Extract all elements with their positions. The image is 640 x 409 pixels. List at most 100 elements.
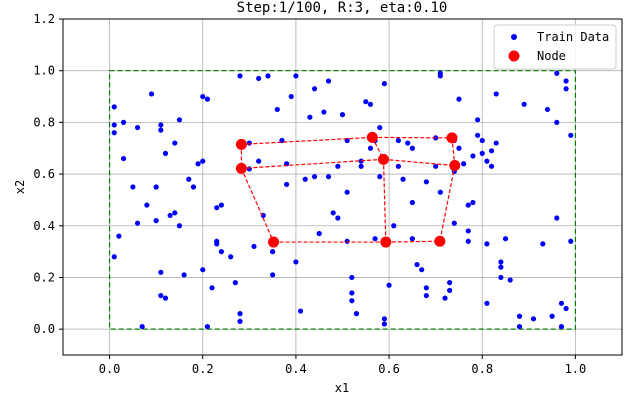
train-data-point [153,184,159,190]
node-edge [385,240,440,243]
train-data-point [344,189,350,195]
plot-frame [62,18,623,356]
train-data-point [423,292,429,299]
train-data-point [544,106,551,113]
train-data-point [120,119,127,125]
train-data-point [214,205,220,211]
x-axis-label: x1 [335,381,349,395]
node-point [377,153,389,165]
y-tick-label: 0.4 [33,219,55,233]
node-point [268,236,280,248]
train-data-point [209,285,215,291]
train-data-point [516,313,523,319]
train-data-point [377,174,383,180]
train-data-point [423,179,429,185]
train-data-point [493,91,499,97]
train-data-point [307,114,313,120]
train-data-point [158,269,164,275]
train-data-point [461,161,467,167]
x-tick-label: 0.2 [192,362,214,376]
train-data-point [200,267,206,273]
y-tick-label: 1.2 [33,12,55,26]
train-data-point [311,86,318,92]
train-data-point [409,199,415,206]
train-data-point [363,99,369,105]
train-data-point [158,122,164,128]
train-data-point [465,202,471,208]
train-data-point [237,318,243,324]
train-data-point [186,176,192,182]
data-points [111,70,574,330]
train-data-point [204,323,211,330]
train-data-point [270,272,276,278]
train-data-point [465,228,471,234]
x-tick-label: 0.6 [378,362,400,376]
train-data-point [437,73,443,79]
train-data-point [484,241,490,247]
train-data-point [474,117,481,123]
train-data-point [111,104,117,110]
y-tick-label: 1.0 [33,64,55,78]
legend-train-data-marker [511,34,517,40]
train-data-point [237,73,243,79]
train-data-point [256,75,262,82]
train-data-point [349,274,355,281]
train-data-point [400,176,406,182]
train-data-point [372,236,378,242]
train-data-point [437,189,443,195]
node-point [434,235,446,247]
train-data-point [358,158,364,164]
train-data-point [246,140,252,146]
train-data-point [237,311,243,317]
boundary-box [108,70,577,330]
train-data-point [456,145,462,151]
train-data-point [116,233,122,239]
train-data-point [484,300,490,306]
y-tick-label: 0.6 [33,167,55,181]
train-data-point [498,259,504,265]
train-data-point [414,261,420,268]
train-data-point [563,86,569,92]
train-data-point [568,238,574,244]
train-data-point [158,127,164,133]
train-data-point [367,145,374,151]
y-axis-label: x2 [13,180,27,194]
train-data-point [554,70,560,76]
train-data-point [200,93,206,100]
train-data-point [200,158,206,164]
train-data-point [381,316,388,322]
train-data-point [349,298,355,304]
train-data-point [377,124,383,131]
train-data-point [153,218,159,224]
train-data-point [563,78,569,84]
train-data-point [218,249,224,255]
train-data-point [270,249,276,255]
train-data-point [409,145,415,151]
train-data-point [405,140,411,146]
train-data-point [195,161,201,167]
train-data-point [381,81,388,87]
x-axis-ticks: 0.0 0.2 0.4 0.6 0.8 1.0 [99,355,586,376]
train-data-point [321,109,327,115]
train-data-point [395,137,401,144]
x-tick-label: 0.4 [285,362,307,376]
train-data-point [395,163,401,169]
train-data-point [311,174,318,180]
node-point [449,160,461,172]
train-data-point [386,282,392,288]
train-data-point [251,243,257,250]
train-data-point [214,241,220,247]
train-data-point [172,210,178,216]
train-data-point [344,238,350,244]
node-point [235,138,247,150]
legend-node-marker [508,50,520,62]
train-data-point [507,277,513,283]
x-tick-label: 0.8 [471,362,493,376]
train-data-point [190,184,197,190]
train-data-point [391,223,397,229]
train-data-point [144,202,150,208]
node-point [235,162,247,174]
train-data-point [530,316,537,322]
train-data-point [367,101,374,107]
